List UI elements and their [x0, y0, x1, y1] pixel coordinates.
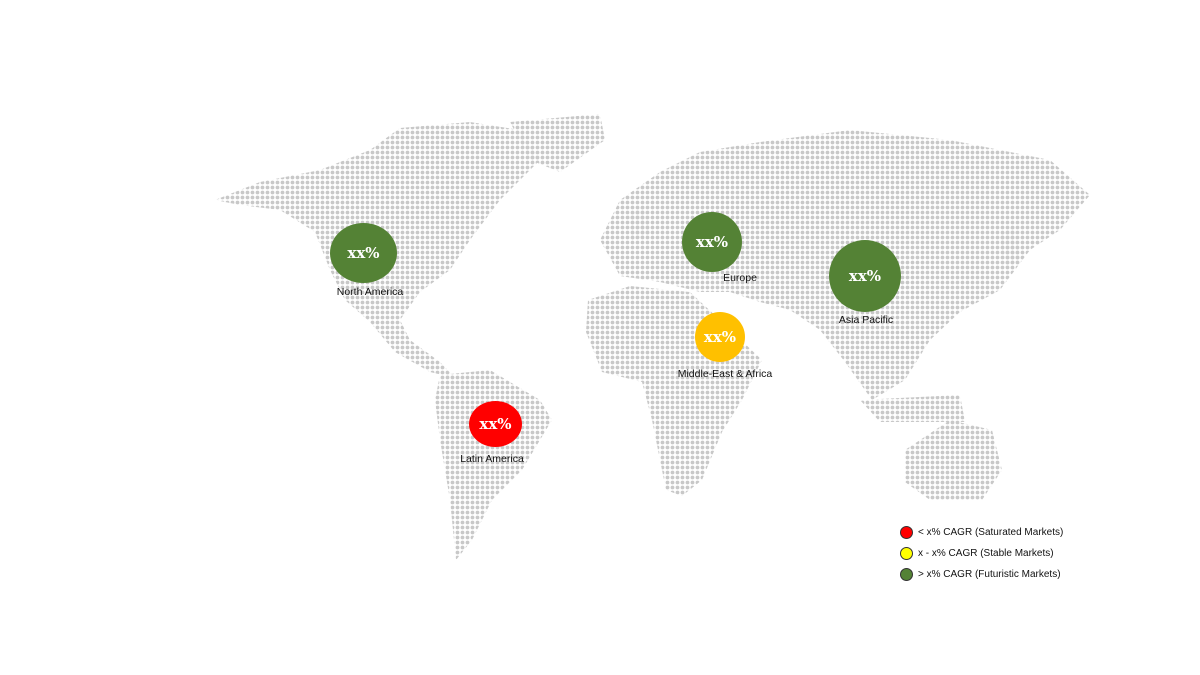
south-america-land	[435, 370, 552, 560]
region-value: xx%	[703, 328, 737, 346]
legend-label: x - x% CAGR (Stable Markets)	[918, 548, 1054, 559]
uk-land	[628, 205, 650, 240]
region-label-middle-east-africa: Middle-East & Africa	[677, 368, 773, 380]
legend-label: < x% CAGR (Saturated Markets)	[918, 527, 1064, 538]
region-value: xx%	[347, 244, 380, 262]
legend-item-saturated: < x% CAGR (Saturated Markets)	[900, 522, 1063, 543]
yellow-dot-icon	[900, 547, 913, 560]
region-bubble-asia-pacific: xx%	[829, 240, 901, 312]
region-bubble-latin-america: xx%	[469, 401, 522, 447]
region-bubble-north-america: xx%	[330, 223, 397, 283]
region-value: xx%	[479, 415, 512, 433]
legend-item-stable: x - x% CAGR (Stable Markets)	[900, 543, 1063, 564]
red-dot-icon	[900, 526, 913, 539]
region-label-asia-pacific: Asia Pacific	[838, 314, 894, 326]
green-dot-icon	[900, 568, 913, 581]
greenland-land	[510, 114, 605, 172]
japan-land	[1000, 225, 1020, 268]
region-label-latin-america: Latin America	[460, 453, 524, 465]
legend: < x% CAGR (Saturated Markets) x - x% CAG…	[900, 522, 1063, 585]
region-label-north-america: North America	[336, 286, 404, 298]
region-value: xx%	[848, 267, 882, 285]
legend-label: > x% CAGR (Futuristic Markets)	[918, 569, 1061, 580]
southeast-asia-islands-land	[860, 395, 965, 422]
region-bubble-europe: xx%	[682, 212, 742, 272]
region-bubble-middle-east-africa: xx%	[695, 312, 745, 362]
legend-item-futuristic: > x% CAGR (Futuristic Markets)	[900, 564, 1063, 585]
region-value: xx%	[695, 233, 729, 251]
australia-land	[905, 420, 1002, 500]
region-label-europe: Europe	[723, 272, 757, 284]
